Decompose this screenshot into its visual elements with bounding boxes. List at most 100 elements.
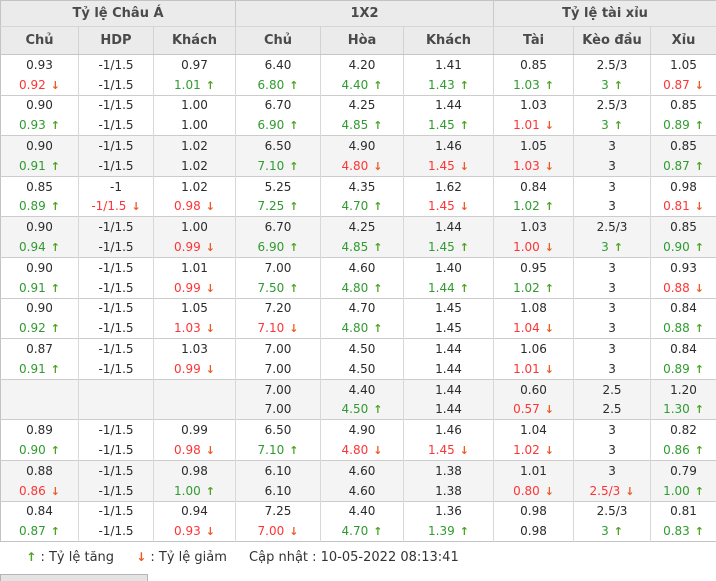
odds-cell: 0.84 — [650, 338, 716, 359]
odds-cell: 4.90 — [320, 135, 404, 156]
up-arrow-icon: ↑ — [373, 119, 383, 133]
up-arrow-icon: ↑ — [50, 525, 60, 539]
up-arrow-icon: ↑ — [50, 200, 60, 214]
down-arrow-icon: ↓ — [459, 444, 469, 458]
table-row: 0.93 -1/1.5 0.97 6.40 4.20 1.41 0.85 2.5/3 1.05 — [0, 53, 716, 75]
odds-cell: 3 ↑ — [573, 115, 651, 136]
odds-cell: 1.45 ↓ — [403, 155, 494, 177]
odds-cell: 0.85 — [650, 135, 716, 156]
odds-cell: -1/1.5 — [78, 74, 154, 96]
odds-cell: 3 — [573, 419, 651, 441]
table-row: 0.92 ↑ -1/1.5 1.03 ↓ 7.10 ↓ 4.80 ↑ 1.45 1.04 ↓ 3 0.88… — [1, 318, 716, 339]
odds-cell: 1.44 — [403, 94, 494, 116]
down-arrow-icon: ↓ — [694, 78, 704, 92]
table-row: 7.00 4.40 1.44 0.60 2.5 1.20 — [0, 378, 716, 400]
odds-cell: 3 — [573, 318, 651, 339]
odds-cell: 6.40 — [235, 53, 321, 75]
odds-cell: 1.04 ↓ — [493, 318, 574, 339]
up-arrow-icon: ↑ — [205, 484, 215, 498]
odds-cell: 4.50 — [320, 358, 404, 380]
odds-cell: 7.25 — [235, 500, 321, 522]
odds-cell: 3 — [573, 459, 651, 481]
odds-cell: 7.25 ↑ — [235, 196, 321, 217]
odds-cell: 0.92 ↑ — [19, 321, 60, 336]
odds-cell: 1.03 ↓ — [152, 318, 236, 339]
up-arrow-icon: ↑ — [373, 525, 383, 539]
odds-cell: 3 — [573, 358, 651, 380]
partial-button[interactable] — [0, 574, 148, 581]
odds-cell: 3 ↑ — [573, 74, 651, 96]
odds-cell: 1.02 ↑ — [493, 277, 574, 299]
odds-cell: 1.03 ↑ — [493, 74, 574, 96]
odds-cell: 0.99 ↓ — [152, 237, 236, 258]
odds-cell: 1.00 ↓ — [493, 237, 574, 258]
odds-cell: 1.43 ↑ — [403, 74, 494, 96]
odds-cell: 4.50 — [320, 338, 404, 359]
odds-cell: 1.03 — [152, 338, 236, 359]
odds-cell: 0.79 — [650, 459, 716, 481]
odds-cell: 7.00 — [235, 358, 321, 380]
odds-cell: 0.93 ↓ — [152, 521, 236, 542]
down-arrow-icon: ↓ — [205, 525, 215, 539]
up-arrow-icon: ↑ — [373, 200, 383, 214]
odds-cell: 7.50 ↑ — [235, 277, 321, 299]
column-header-xiu: Xỉu — [650, 26, 716, 55]
odds-cell — [78, 399, 154, 420]
odds-cell: 1.01 ↓ — [493, 358, 574, 380]
down-arrow-icon: ↓ — [625, 484, 635, 498]
odds-cell: 0.89 ↑ — [650, 358, 716, 380]
up-arrow-icon: ↑ — [289, 78, 299, 92]
odds-cell: -1/1.5 — [78, 318, 154, 339]
down-arrow-icon: ↓ — [131, 200, 141, 214]
odds-cell — [1, 400, 79, 420]
odds-cell: 0.99 ↓ — [152, 277, 236, 299]
odds-cell: 1.45 ↓ — [403, 196, 494, 217]
odds-cell: 0.91 ↑ — [19, 158, 60, 173]
down-arrow-icon: ↓ — [205, 444, 215, 458]
odds-cell: 3 — [573, 440, 651, 461]
odds-cell: 1.44 — [403, 358, 494, 380]
down-arrow-icon: ↓ — [205, 362, 215, 376]
down-arrow-icon: ↓ — [694, 200, 704, 214]
section-header-1x2: 1X2 — [235, 0, 494, 27]
odds-cell: 0.89 — [0, 419, 79, 441]
down-arrow-icon: ↓ — [373, 159, 383, 173]
odds-cell — [152, 378, 236, 400]
down-arrow-icon: ↓ — [544, 484, 554, 498]
odds-cell: 4.25 — [320, 216, 404, 238]
odds-cell: 0.85 — [650, 216, 716, 238]
up-arrow-icon: ↑ — [289, 241, 299, 255]
odds-cell: 0.99 ↓ — [152, 358, 236, 380]
up-arrow-icon: ↑ — [289, 159, 299, 173]
up-arrow-icon: ↑ — [544, 200, 554, 214]
odds-cell: 6.50 — [235, 135, 321, 156]
odds-cell: 2.5/3 — [573, 500, 651, 522]
odds-cell: 6.70 — [235, 216, 321, 238]
odds-cell: 2.5/3 — [573, 216, 651, 238]
odds-cell: 4.60 — [320, 256, 404, 278]
odds-cell: 4.70 ↑ — [320, 521, 404, 542]
odds-cell: 7.10 ↑ — [235, 440, 321, 461]
odds-cell: 0.95 — [493, 256, 574, 278]
odds-cell: 1.05 — [650, 53, 716, 75]
odds-cell: -1/1.5 — [78, 419, 154, 441]
odds-cell: 0.90 — [0, 94, 79, 116]
odds-cell: 3 — [573, 135, 651, 156]
odds-cell: -1/1.5 — [78, 459, 154, 481]
up-arrow-icon: ↑ — [289, 200, 299, 214]
odds-cell: 0.87 ↓ — [650, 74, 716, 96]
odds-cell: 4.80 ↑ — [320, 318, 404, 339]
up-arrow-icon: ↑ — [373, 78, 383, 92]
odds-cell: 1.06 — [493, 338, 574, 359]
odds-cell: -1/1.5 — [78, 440, 154, 461]
up-arrow-icon: ↑ — [613, 241, 623, 255]
odds-cell: 0.87 — [0, 338, 79, 359]
down-arrow-icon: ↓ — [544, 159, 554, 173]
odds-cell: 1.44 — [403, 338, 494, 359]
up-arrow-icon: ↑ — [694, 362, 704, 376]
up-arrow-icon: ↑ — [459, 78, 469, 92]
odds-cell: 0.88 ↓ — [650, 277, 716, 299]
odds-cell: 1.38 — [403, 480, 494, 502]
down-arrow-icon: ↓ — [136, 550, 147, 565]
odds-cell: 0.60 — [493, 378, 574, 400]
